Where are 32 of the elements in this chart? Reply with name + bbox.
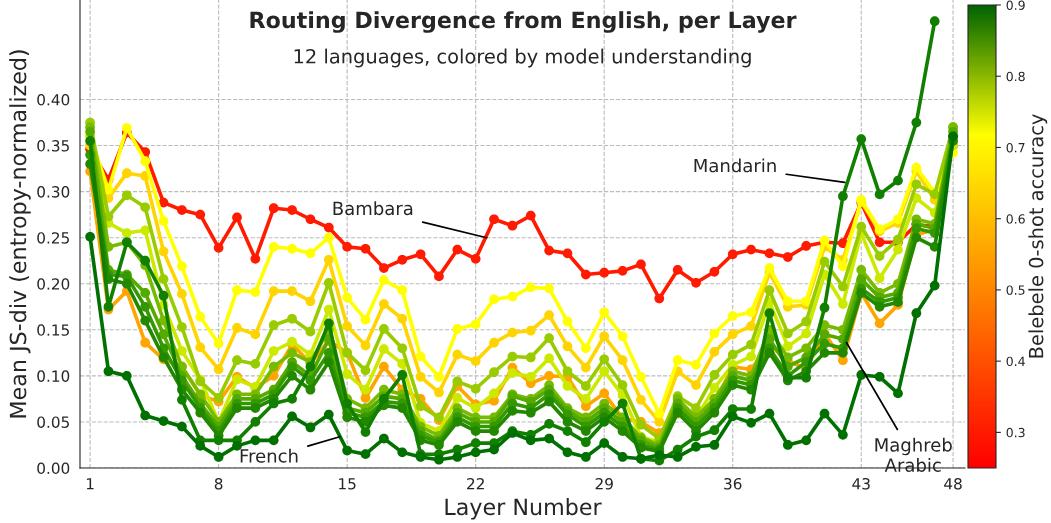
x-tick-label: 36 [724,477,742,490]
x-tick-label: 1 [86,478,94,490]
x-tick-label: 29 [595,477,613,490]
y-axis-title: Mean JS-div (entropy-normalized) [9,50,31,418]
x-tick-label: 48 [944,477,962,490]
text: 12 languages, colored by model understanding [294,48,751,68]
color-bar-label: 0.4 [1006,356,1025,367]
color-bar-title: Belebele 0-shot accuracy [1028,114,1048,358]
y-tick-label: 0.25 [37,232,69,244]
annotation: Mandarin [694,158,776,173]
y-tick-label: 0.20 [37,278,70,290]
y-tick-label: 0.05 [37,416,69,428]
x-axis-title: Layer Number [445,498,602,520]
color-bar-label: 0.6 [1006,214,1025,224]
x-tick-label: 22 [467,477,484,490]
y-tick-label: 0.10 [37,370,70,382]
color-bar-label: 0.5 [1006,285,1025,295]
x-tick-label: 15 [339,478,356,490]
annotation: Bambara [333,201,413,216]
x-tick-label: 8 [214,477,223,490]
annotation: French [240,448,298,463]
x-tick-label: 43 [852,477,870,490]
chart-title: Routing Divergence from English, per Layer [250,11,797,33]
color-bar-label: 0.7 [1006,142,1025,153]
y-tick-label: 0.15 [37,324,69,336]
y-tick-label: 0.40 [37,93,70,106]
y-tick-label: 0.35 [37,140,69,152]
y-tick-label: 0.00 [37,462,70,475]
color-bar-label: 0.9 [1006,0,1025,10]
y-tick-label: 0.30 [37,186,70,198]
color-bar-label: 0.3 [1006,427,1025,438]
color-bar-label: 0.8 [1006,71,1025,82]
